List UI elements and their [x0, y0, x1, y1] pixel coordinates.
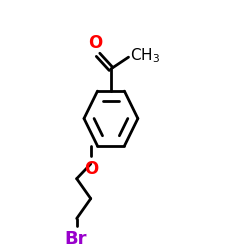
- Text: Br: Br: [64, 230, 87, 248]
- Text: CH$_3$: CH$_3$: [130, 47, 160, 65]
- Text: O: O: [84, 160, 98, 178]
- Text: O: O: [88, 34, 102, 52]
